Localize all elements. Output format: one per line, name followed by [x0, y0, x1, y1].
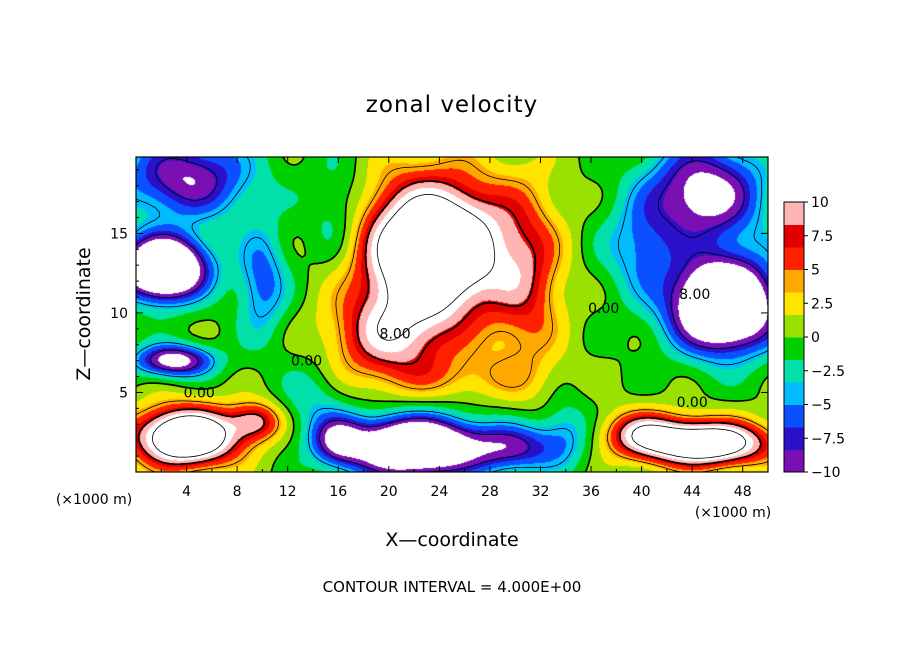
- colorbar-tick-label: −10: [811, 465, 841, 481]
- x-tick-label: 32: [532, 484, 550, 500]
- colorbar-tick-label: −5: [811, 398, 832, 414]
- contour-line: [135, 158, 769, 473]
- contour-line: [152, 194, 746, 459]
- x-tick-label: 16: [329, 484, 347, 500]
- x-tick-label: 44: [683, 484, 701, 500]
- colorbar-band: [784, 449, 804, 473]
- y-axis-label: Z—coordinate: [73, 247, 95, 380]
- colorbar-band: [784, 314, 804, 338]
- colorbar-band: [784, 359, 804, 383]
- contour-label: 0.00: [184, 385, 215, 401]
- colorbar-tick-label: −2.5: [811, 364, 845, 380]
- colorbar-band: [784, 337, 804, 360]
- colorbar-tick-label: 0: [811, 330, 820, 346]
- x-tick-label: 20: [380, 484, 398, 500]
- contour-label: 8.00: [679, 287, 710, 303]
- colorbar-ticks: 10 7.5 5 2.5 0 −2.5 −5 −7.5 −10: [804, 195, 845, 481]
- plot-frame: [135, 156, 769, 473]
- x-tick-label: 28: [481, 484, 499, 500]
- velocity-field-heatmap: [136, 157, 768, 472]
- x-axis-label: X—coordinate: [385, 529, 518, 551]
- colorbar-band: [784, 269, 804, 293]
- contour-label: 8.00: [380, 327, 411, 343]
- colorbar-band: [784, 404, 804, 428]
- colorbar-tick-label: 7.5: [811, 229, 833, 245]
- x-axis-ticks: 4 8 12 16 20 24 28 32 36 40 44 48: [160, 157, 752, 500]
- x-axis-unit-label: (×1000 m): [695, 505, 771, 521]
- colorbar: 10 7.5 5 2.5 0 −2.5 −5 −7.5 −10: [783, 195, 845, 481]
- y-tick-label: 5: [119, 385, 128, 401]
- contour-interval-note: CONTOUR INTERVAL = 4.000E+00: [323, 578, 582, 596]
- colorbar-tick-label: 5: [811, 263, 820, 279]
- contour-lines: [135, 156, 769, 473]
- contour-line: [135, 159, 769, 473]
- x-tick-label: 36: [582, 484, 600, 500]
- colorbar-band: [784, 247, 804, 270]
- colorbar-tick-label: 2.5: [811, 296, 833, 312]
- colorbar-band: [784, 224, 804, 248]
- x-tick-label: 8: [233, 484, 242, 500]
- colorbar-band: [784, 382, 804, 405]
- x-tick-label: 40: [633, 484, 651, 500]
- x-tick-label: 4: [182, 484, 191, 500]
- y-axis-unit-label: (×1000 m): [56, 492, 132, 508]
- colorbar-band: [784, 427, 804, 450]
- contour-label: 0.00: [677, 395, 708, 411]
- plot-area: 8.008.000.000.000.000.00 4 8 12 16 20 24 28 32 3…: [110, 156, 769, 500]
- colorbar-tick-label: −7.5: [811, 431, 845, 447]
- y-tick-label: 15: [110, 226, 128, 242]
- x-tick-label: 48: [734, 484, 752, 500]
- contour-labels: 8.00 8.00 0.00 0.00 0.00 0.00: [184, 287, 711, 411]
- contour-line: [135, 156, 769, 473]
- colorbar-band: [784, 292, 804, 315]
- y-tick-label: 10: [110, 306, 128, 322]
- contour-label: 0.00: [291, 354, 322, 370]
- contour-line: [135, 156, 769, 473]
- x-tick-label: 24: [430, 484, 448, 500]
- contour-label: 0.00: [588, 301, 619, 317]
- y-axis-ticks: 5 10 15: [110, 169, 768, 457]
- contour-line: [137, 180, 762, 466]
- colorbar-bands: [784, 202, 804, 473]
- colorbar-tick-label: 10: [811, 195, 829, 211]
- x-tick-label: 12: [279, 484, 297, 500]
- chart-title: zonal velocity: [366, 92, 538, 118]
- colorbar-band: [784, 202, 804, 225]
